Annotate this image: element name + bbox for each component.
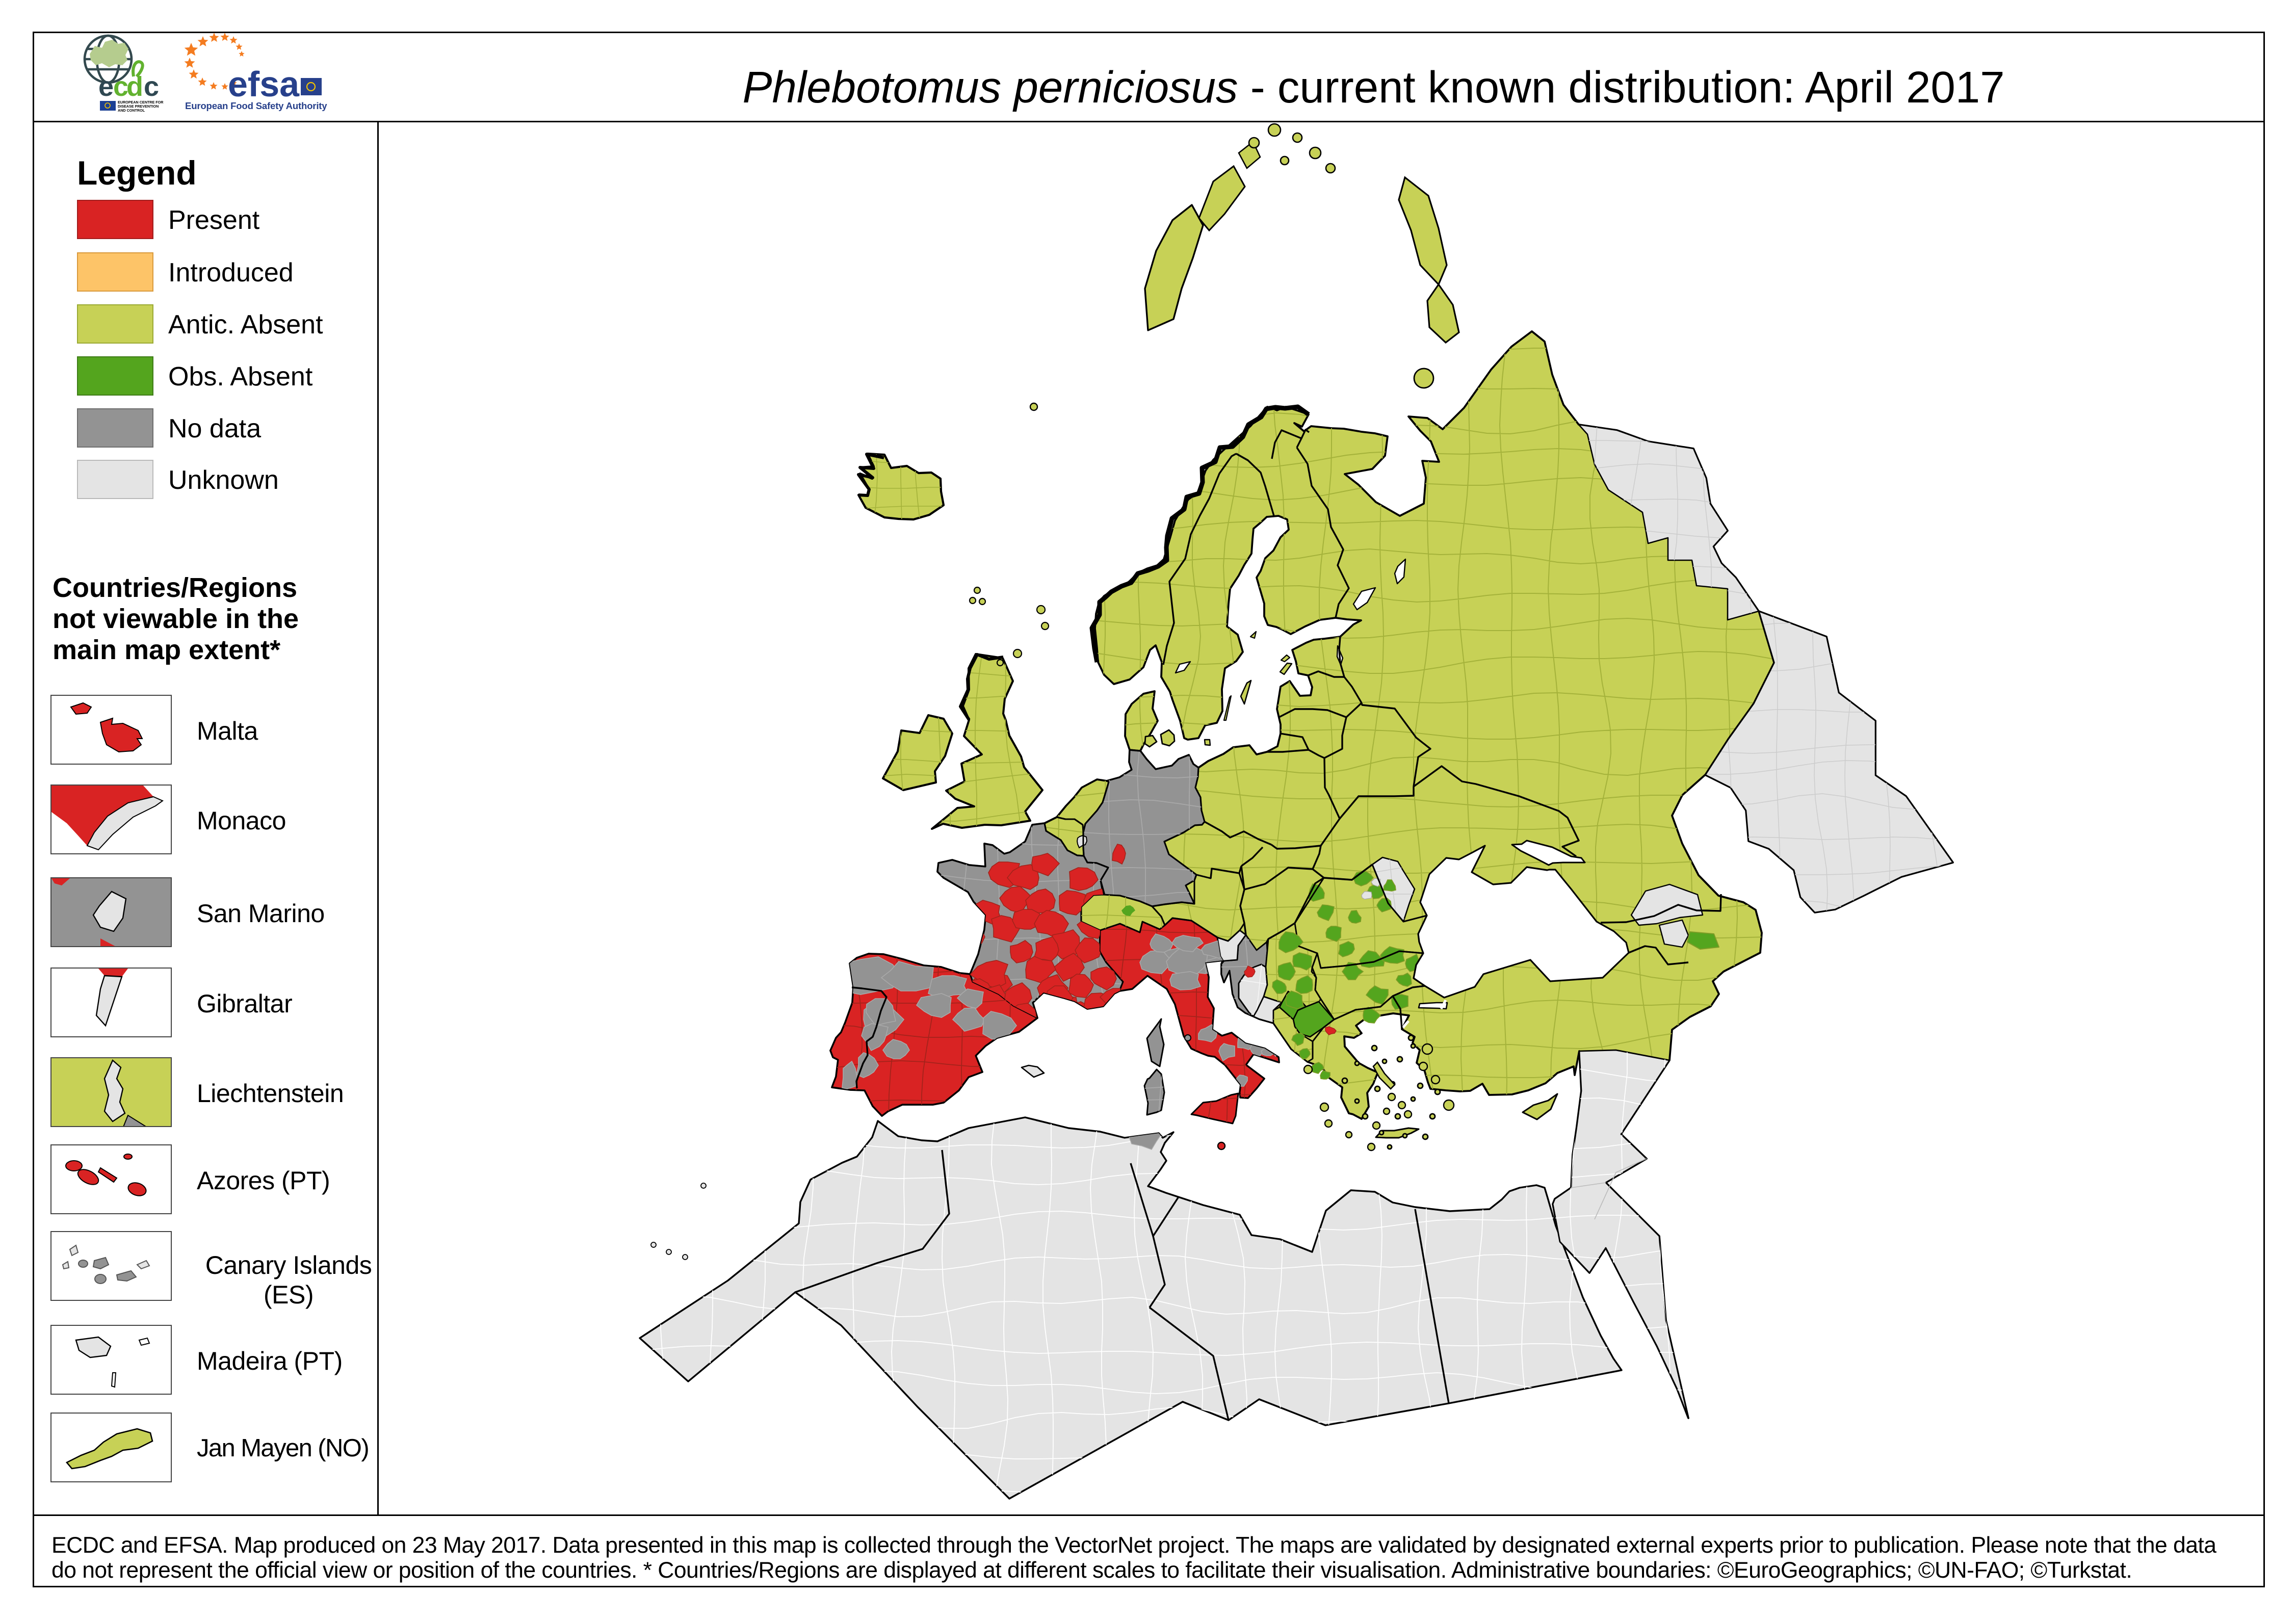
svg-text:e: e [98, 71, 114, 102]
svg-text:European Food Safety Authority: European Food Safety Authority [185, 100, 327, 111]
svg-text:EUROPEAN CENTRE FOR: EUROPEAN CENTRE FOR [118, 100, 164, 104]
svg-text:efsa: efsa [228, 64, 300, 104]
svg-text:AND CONTROL: AND CONTROL [118, 108, 145, 113]
svg-text:c: c [113, 71, 128, 102]
svg-text:d: d [126, 71, 143, 102]
svg-text:DISEASE PREVENTION: DISEASE PREVENTION [118, 104, 159, 109]
svg-text:c: c [144, 71, 159, 102]
